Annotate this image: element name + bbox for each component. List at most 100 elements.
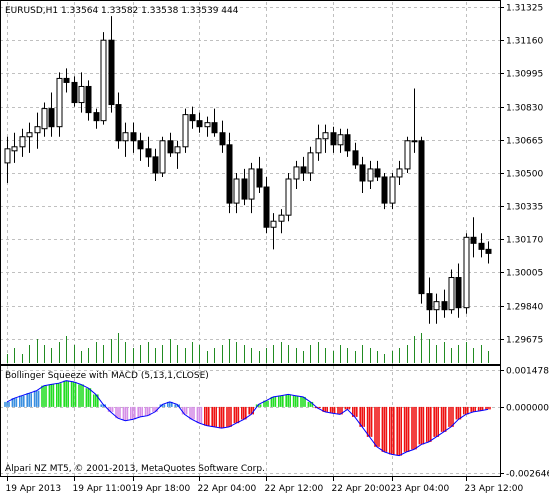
- candle-body: [19, 136, 26, 148]
- indicator-title: Bollinger Squeeze with MACD (5,13,1,CLOS…: [5, 371, 209, 381]
- price-tick-label: 1.31325: [506, 4, 543, 14]
- candle-body: [115, 104, 122, 142]
- candle-body: [433, 301, 440, 311]
- indicator-tick-label: 0.001478: [506, 367, 549, 377]
- candle-body: [330, 132, 337, 146]
- candle-body: [300, 166, 307, 174]
- candle-body: [219, 132, 226, 146]
- candle-body: [108, 39, 115, 106]
- candle-body: [41, 108, 48, 130]
- candle-body: [211, 122, 218, 134]
- indicator-tick-label: -0.002646: [506, 470, 549, 480]
- time-tick-label: 23 Apr 04:00: [391, 484, 450, 494]
- candle-body: [485, 248, 492, 254]
- candle-body: [396, 168, 403, 178]
- candle-body: [285, 178, 292, 216]
- time-tick-label: 23 Apr 12:00: [465, 484, 524, 494]
- candle-body: [78, 85, 85, 104]
- candle-body: [233, 178, 240, 204]
- price-tick-label: 1.30500: [506, 170, 543, 180]
- candle-body: [85, 85, 92, 114]
- candle-body: [441, 301, 448, 311]
- indicator-pane-frame: [0, 365, 501, 477]
- candle-body: [352, 150, 359, 166]
- indicator-histogram: [4, 380, 491, 457]
- indicator-tick-label: 0.000000: [506, 404, 549, 414]
- price-tick-label: 1.30170: [506, 236, 543, 246]
- candle-body: [152, 156, 159, 174]
- candle-body: [71, 81, 78, 104]
- candle-body: [263, 186, 270, 228]
- candle-body: [418, 140, 425, 295]
- volume-bars: [7, 333, 489, 363]
- candle-body: [34, 126, 41, 134]
- candle-body: [63, 77, 70, 83]
- copyright-label: Alpari NZ MT5, © 2001-2013, MetaQuotes S…: [5, 464, 265, 474]
- candle-body: [307, 152, 314, 174]
- candle-body: [256, 168, 263, 188]
- macd-line: [6, 380, 489, 457]
- symbol-info-label: EURUSD,H1 1.33564 1.33582 1.33538 1.3353…: [5, 6, 239, 16]
- candle-body: [381, 176, 388, 204]
- candle-body: [344, 134, 351, 152]
- candle-body: [248, 168, 255, 200]
- candle-body: [182, 114, 189, 148]
- candle-body: [204, 122, 211, 128]
- candle-body: [315, 138, 322, 154]
- candle-body: [270, 220, 277, 228]
- candle-body: [470, 236, 477, 244]
- candle-body: [196, 120, 203, 128]
- price-pane-frame: [0, 0, 501, 365]
- candle-body: [359, 164, 366, 182]
- candle-body: [226, 144, 233, 204]
- candle-body: [11, 146, 18, 152]
- time-tick-label: 19 Apr 2013: [6, 484, 62, 494]
- time-tick-label: 19 Apr 11:00: [73, 484, 132, 494]
- price-tick-label: 1.30995: [506, 70, 543, 80]
- candle-body: [426, 293, 433, 311]
- price-tick-label: 1.30335: [506, 203, 543, 213]
- price-tick-label: 1.31160: [506, 37, 543, 47]
- candle-body: [159, 140, 166, 174]
- candle-body: [322, 132, 329, 140]
- candle-body: [174, 146, 181, 154]
- candle-body: [278, 214, 285, 222]
- time-tick-label: 22 Apr 12:00: [265, 484, 324, 494]
- candle-body: [241, 178, 248, 200]
- candle-body: [463, 236, 470, 309]
- price-tick-label: 1.30830: [506, 104, 543, 114]
- candle-body: [189, 114, 196, 122]
- candle-body: [145, 148, 152, 158]
- candle-body: [48, 108, 55, 128]
- candle-body: [374, 168, 381, 178]
- candle-body: [137, 140, 144, 150]
- candle-body: [389, 176, 396, 204]
- candle-body: [478, 242, 485, 250]
- price-tick-label: 1.29675: [506, 336, 543, 346]
- time-tick-label: 22 Apr 20:00: [332, 484, 391, 494]
- candle-body: [4, 148, 11, 164]
- time-tick-label: 22 Apr 04:00: [198, 484, 257, 494]
- time-tick-label: 19 Apr 18:00: [132, 484, 191, 494]
- candle-body: [367, 168, 374, 182]
- candle-body: [167, 140, 174, 154]
- candle-body: [448, 277, 455, 311]
- candle-body: [130, 132, 137, 142]
- price-tick-label: 1.29840: [506, 303, 543, 313]
- candle-body: [293, 166, 300, 180]
- candle-body: [404, 140, 411, 170]
- candle-body: [56, 77, 63, 128]
- price-candles: [4, 16, 492, 324]
- candle-body: [26, 132, 33, 138]
- candle-body: [411, 140, 418, 143]
- candle-body: [122, 132, 129, 142]
- axis-labels: 1.31325 1.31160 1.30995 1.30830 1.30665 1.305…: [6, 4, 549, 495]
- chart-frame: [0, 0, 501, 477]
- candle-body: [337, 134, 344, 146]
- candle-body: [93, 112, 100, 122]
- candle-body: [100, 39, 107, 122]
- price-tick-label: 1.30665: [506, 137, 543, 147]
- price-tick-label: 1.30005: [506, 269, 543, 279]
